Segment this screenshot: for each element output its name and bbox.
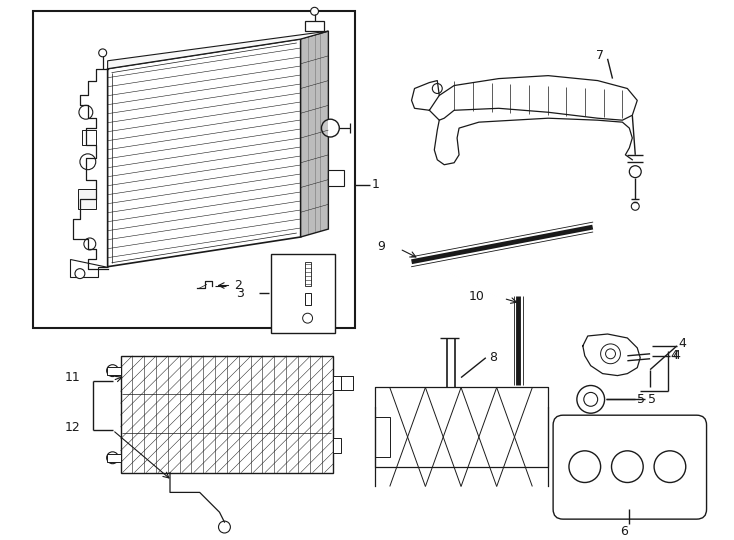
Bar <box>271 254 335 333</box>
Circle shape <box>75 269 85 279</box>
Circle shape <box>629 166 642 178</box>
Bar <box>305 21 324 31</box>
Text: 8: 8 <box>489 352 497 365</box>
Polygon shape <box>108 39 301 267</box>
Text: 5: 5 <box>637 393 645 406</box>
Circle shape <box>611 451 643 483</box>
Bar <box>375 417 390 457</box>
Circle shape <box>321 119 339 137</box>
Bar <box>333 438 341 453</box>
Text: 4: 4 <box>670 349 677 362</box>
Bar <box>333 376 341 390</box>
Text: 6: 6 <box>620 524 628 537</box>
Circle shape <box>577 386 605 413</box>
Text: 9: 9 <box>377 240 385 253</box>
Bar <box>33 11 355 328</box>
Circle shape <box>584 393 597 406</box>
Circle shape <box>310 8 319 15</box>
Bar <box>305 262 310 287</box>
Text: 2: 2 <box>234 279 242 292</box>
Text: 4: 4 <box>679 338 687 350</box>
Bar <box>82 130 95 145</box>
Text: 5: 5 <box>648 393 656 406</box>
Text: 12: 12 <box>65 421 81 434</box>
Circle shape <box>631 202 639 210</box>
Text: 11: 11 <box>65 371 81 384</box>
Circle shape <box>80 154 95 170</box>
Circle shape <box>106 452 118 464</box>
Circle shape <box>99 49 106 57</box>
Circle shape <box>432 84 443 93</box>
Circle shape <box>106 364 118 376</box>
Circle shape <box>606 349 616 359</box>
Circle shape <box>302 313 313 323</box>
Bar <box>120 356 333 472</box>
Circle shape <box>569 451 600 483</box>
Circle shape <box>600 344 620 364</box>
Text: 7: 7 <box>596 49 603 62</box>
Circle shape <box>654 451 686 483</box>
Text: 10: 10 <box>469 290 485 303</box>
Polygon shape <box>301 31 328 237</box>
Text: 4: 4 <box>672 349 680 362</box>
Bar <box>106 367 120 375</box>
Polygon shape <box>108 31 328 69</box>
Polygon shape <box>70 259 108 276</box>
Circle shape <box>79 105 92 119</box>
Circle shape <box>219 521 230 533</box>
Bar <box>328 170 344 186</box>
FancyBboxPatch shape <box>553 415 707 519</box>
Text: 3: 3 <box>236 287 244 300</box>
Bar <box>106 454 120 462</box>
Circle shape <box>84 238 95 250</box>
Bar <box>78 190 95 210</box>
Text: 1: 1 <box>372 178 379 191</box>
Polygon shape <box>305 293 310 305</box>
